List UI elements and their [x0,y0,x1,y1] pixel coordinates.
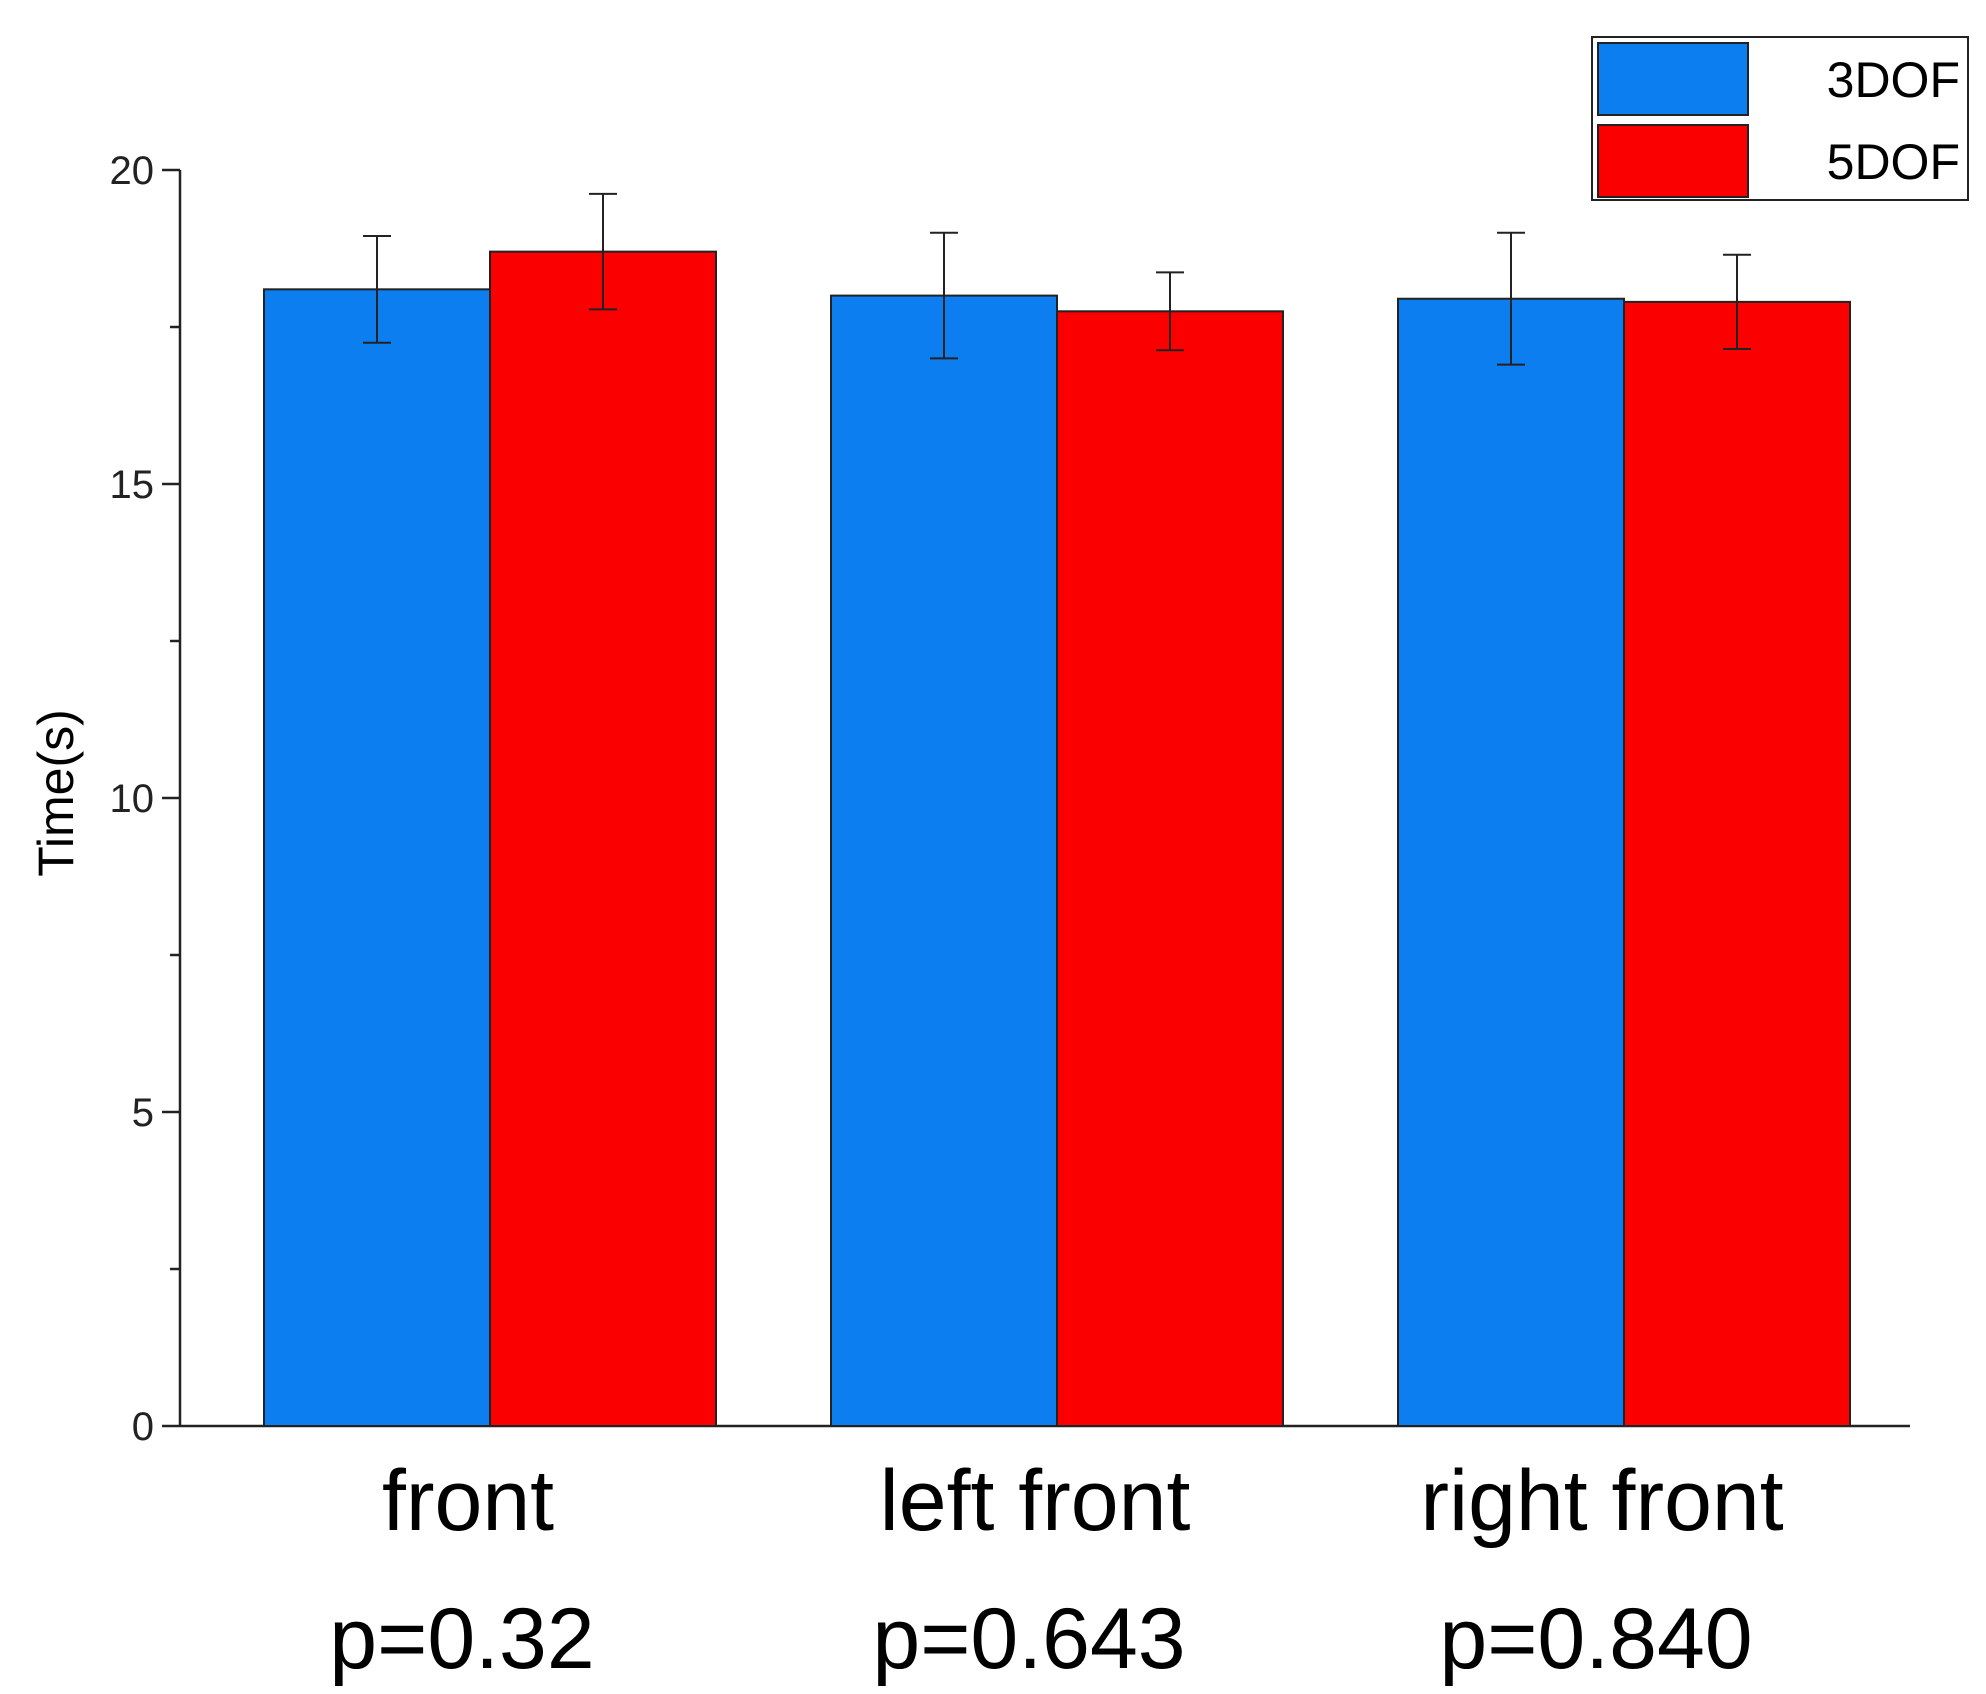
legend: 3DOF 5DOF [1591,36,1969,201]
y-tick-label: 10 [110,777,155,821]
p-value-label: p=0.643 [872,1591,1185,1687]
y-tick-label: 0 [132,1405,154,1449]
legend-swatch-5dof [1597,124,1749,198]
legend-label-3dof: 3DOF [1827,52,1960,108]
y-axis-title: Time(s) [28,709,84,877]
bar-5dof-right-front [1623,300,1851,1427]
y-tick-label: 20 [110,149,155,193]
legend-swatch-3dof [1597,42,1749,116]
y-tick-label: 15 [110,463,155,507]
bar-5dof-front [489,250,717,1427]
bar-5dof-left-front [1056,310,1284,1427]
labels-group: front p=0.32 left front p=0.643 right front p… [329,1453,1783,1687]
category-label: front [382,1453,554,1549]
error-bars-group [363,192,1751,366]
y-tick-label: 5 [132,1091,154,1135]
legend-label-5dof: 5DOF [1827,134,1960,190]
category-label: right front [1420,1453,1783,1549]
bars-group [263,250,1851,1428]
p-value-label: p=0.840 [1439,1591,1752,1687]
bar-3dof-front [263,288,491,1428]
bar-3dof-left-front [830,294,1058,1428]
p-value-label: p=0.32 [329,1591,594,1687]
category-label: left front [880,1453,1191,1549]
bar-3dof-right-front [1397,297,1625,1427]
